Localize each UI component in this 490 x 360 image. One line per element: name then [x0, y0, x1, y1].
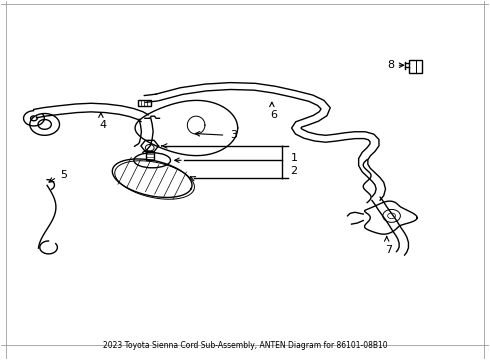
- Text: 8: 8: [387, 60, 394, 70]
- Text: 4: 4: [100, 120, 107, 130]
- Text: 3: 3: [230, 130, 237, 140]
- Text: 5: 5: [60, 170, 67, 180]
- Text: 7: 7: [386, 244, 392, 255]
- Text: 2023 Toyota Sienna Cord Sub-Assembly, ANTEN Diagram for 86101-08B10: 2023 Toyota Sienna Cord Sub-Assembly, AN…: [103, 341, 387, 350]
- Text: 6: 6: [270, 110, 277, 120]
- Text: 1: 1: [291, 153, 297, 163]
- Text: 2: 2: [291, 166, 297, 176]
